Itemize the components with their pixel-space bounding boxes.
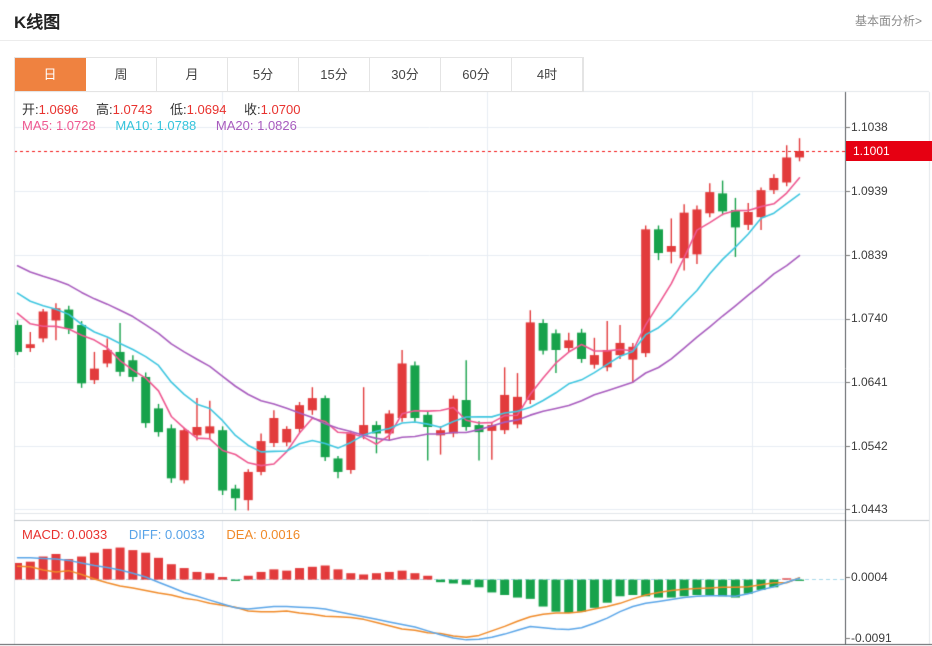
low-label: 低: xyxy=(170,102,187,117)
tab-15min[interactable]: 15分 xyxy=(299,58,370,91)
current-price-tag: 1.1001 xyxy=(846,141,932,161)
open-label: 开: xyxy=(22,102,39,117)
high-label: 高: xyxy=(96,102,113,117)
price-axis-label: 1.0641 xyxy=(851,375,888,389)
tab-30min[interactable]: 30分 xyxy=(370,58,441,91)
price-axis-label: 1.0443 xyxy=(851,502,888,516)
fundamental-analysis-link[interactable]: 基本面分析> xyxy=(854,14,922,28)
ohlc-row: 开:1.0696 高:1.0743 低:1.0694 收:1.0700 xyxy=(22,99,314,118)
macd-axis-label: -0.0091 xyxy=(851,631,892,645)
price-axis-label: 1.0740 xyxy=(851,311,888,325)
tab-5min[interactable]: 5分 xyxy=(228,58,299,91)
ma10-value: MA10: 1.0788 xyxy=(115,118,197,133)
header-divider xyxy=(0,40,932,41)
tab-day[interactable]: 日 xyxy=(15,58,86,91)
page-title: K线图 xyxy=(14,13,61,32)
low-value: 1.0694 xyxy=(186,102,227,117)
tab-week[interactable]: 周 xyxy=(86,58,157,91)
macd-axis-label: 0.0004 xyxy=(851,570,888,584)
open-value: 1.0696 xyxy=(38,102,79,117)
macd-row: MACD: 0.0033 DIFF: 0.0033 DEA: 0.0016 xyxy=(22,527,300,542)
ma20-value: MA20: 1.0826 xyxy=(215,118,297,133)
tab-60min[interactable]: 60分 xyxy=(441,58,512,91)
high-value: 1.0743 xyxy=(112,102,153,117)
price-axis-label: 1.0839 xyxy=(851,248,888,262)
close-label: 收: xyxy=(244,102,261,117)
tab-month[interactable]: 月 xyxy=(157,58,228,91)
ma-row: MA5: 1.0728 MA10: 1.0788 MA20: 1.0826 xyxy=(22,118,297,133)
price-axis-label: 1.1038 xyxy=(851,120,888,134)
diff-value: DIFF: 0.0033 xyxy=(128,527,205,542)
close-value: 1.0700 xyxy=(260,102,301,117)
tab-4hour[interactable]: 4时 xyxy=(512,58,583,91)
period-tabbar: 日 周 月 5分 15分 30分 60分 4时 xyxy=(14,57,584,92)
price-axis-label: 1.0939 xyxy=(851,184,888,198)
price-axis-label: 1.0542 xyxy=(851,439,888,453)
macd-value: MACD: 0.0033 xyxy=(22,527,108,542)
ma5-value: MA5: 1.0728 xyxy=(22,118,96,133)
dea-value: DEA: 0.0016 xyxy=(226,527,301,542)
